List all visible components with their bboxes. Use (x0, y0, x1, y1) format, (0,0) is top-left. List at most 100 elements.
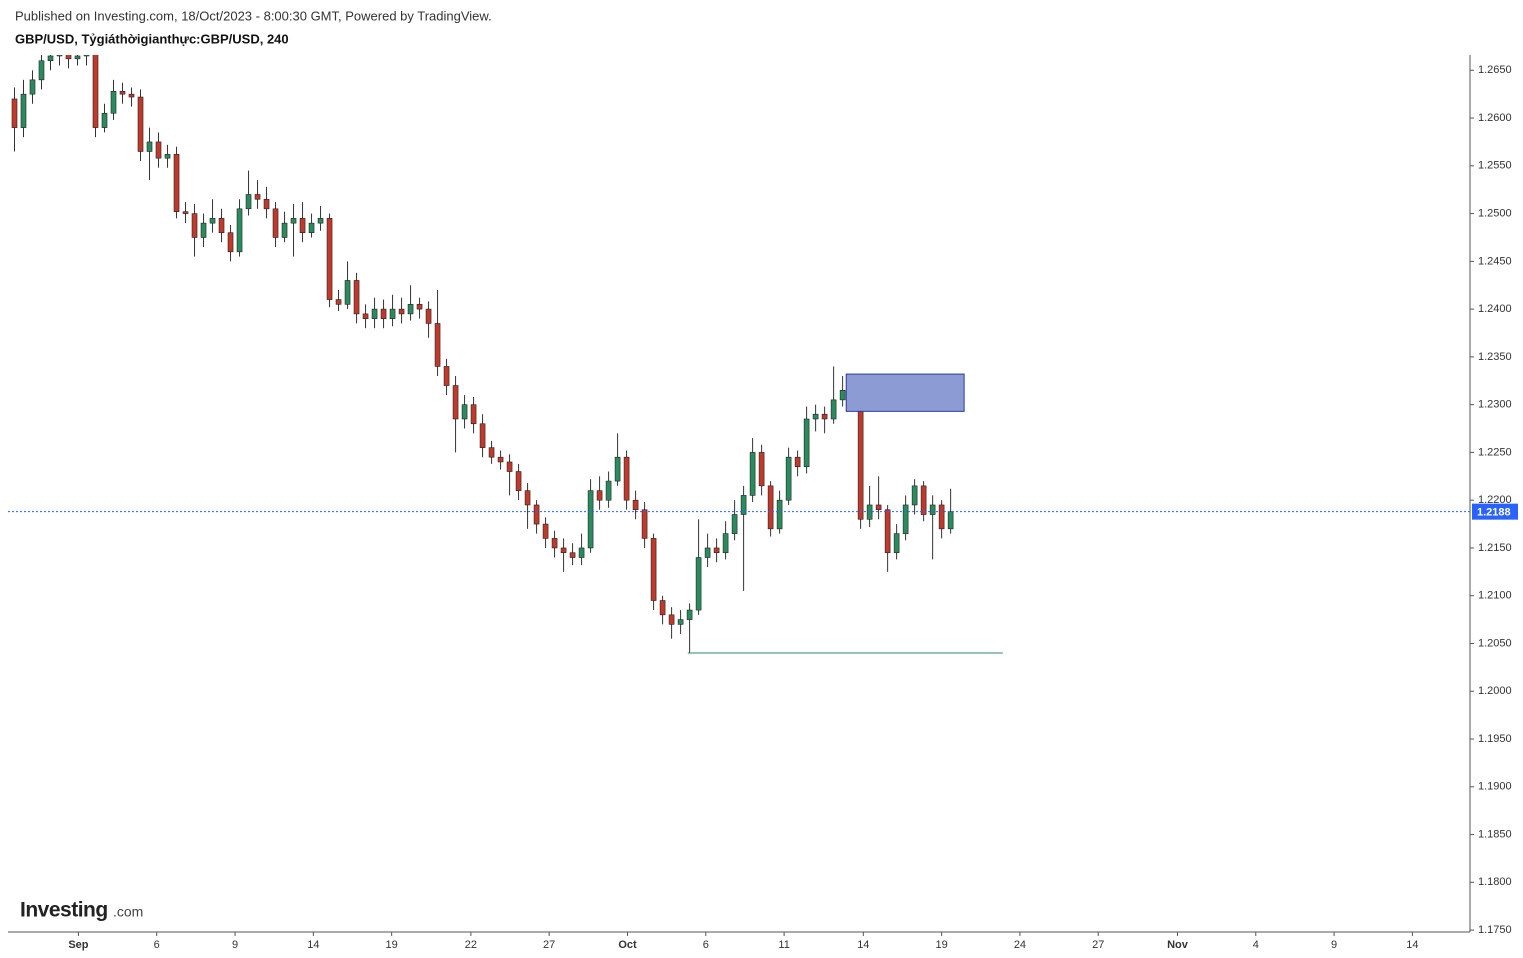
candle-body (263, 198, 270, 210)
candle-body (317, 218, 324, 224)
candle-body (560, 547, 567, 554)
candle-body (524, 490, 531, 506)
candle-body (200, 222, 207, 238)
x-tick-label: 14 (1406, 939, 1418, 951)
candle-body (236, 208, 243, 253)
candle-body (587, 490, 594, 549)
candle-body (821, 413, 828, 420)
candle-body (668, 614, 675, 625)
y-tick-label: 1.2300 (1478, 399, 1512, 411)
candle-body (92, 55, 99, 128)
candle-body (938, 504, 945, 530)
candle-body (605, 480, 612, 501)
plot (11, 55, 1003, 654)
candle-body (695, 557, 702, 611)
y-tick-label: 1.2350 (1478, 351, 1512, 363)
x-tick-label: Oct (618, 939, 637, 951)
candle-body (686, 609, 693, 620)
candle-body (479, 423, 486, 448)
candle-body (713, 547, 720, 554)
y-tick-label: 1.2650 (1478, 64, 1512, 76)
candle-body (533, 504, 540, 525)
candle-body (425, 308, 432, 324)
x-tick-label: 6 (703, 939, 709, 951)
candle-body (506, 461, 513, 472)
candle-body (758, 452, 765, 487)
candle-body (614, 456, 621, 482)
candle-body (497, 456, 504, 463)
candle-body (227, 232, 234, 253)
x-tick-label: Nov (1167, 939, 1189, 951)
candle-body (218, 218, 225, 233)
candle-body (461, 404, 468, 420)
candle-body (29, 79, 36, 95)
candle-body (299, 218, 306, 233)
y-tick-label: 1.2250 (1478, 446, 1512, 458)
x-tick-label: 11 (778, 939, 789, 951)
candle-body (920, 485, 927, 515)
x-tick-label: 22 (465, 939, 477, 951)
candle-body (56, 55, 63, 57)
candle-body (146, 141, 153, 152)
candle-body (191, 213, 198, 238)
x-tick-label: 19 (936, 939, 948, 951)
candle-body (209, 218, 216, 224)
y-tick-label: 1.2500 (1478, 207, 1512, 219)
last-price-label: 1.2188 (1477, 507, 1511, 519)
candle-body (110, 91, 117, 114)
candle-body (137, 96, 144, 152)
candle-body (11, 98, 18, 128)
candle-body (74, 55, 81, 60)
candle-body (281, 222, 288, 238)
candle-body (344, 280, 351, 305)
y-tick-label: 1.2100 (1478, 590, 1512, 602)
x-tick-label: 4 (1253, 939, 1259, 951)
candle-body (371, 308, 378, 319)
candle-body (380, 308, 387, 319)
candle-body (947, 511, 954, 530)
candle-body (20, 93, 27, 128)
candle-body (164, 154, 171, 159)
candle-body (65, 55, 72, 60)
candle-body (731, 514, 738, 534)
candle-body (776, 499, 783, 530)
y-tick-label: 1.2400 (1478, 303, 1512, 315)
x-tick-label: 14 (857, 939, 869, 951)
candle-body (542, 523, 549, 539)
logo: Investing (20, 899, 108, 922)
x-tick-label: 27 (543, 939, 555, 951)
candle-body (119, 91, 126, 95)
candle-body (38, 60, 45, 81)
candle-body (272, 208, 279, 238)
chart-title: GBP/USD, Tỷgiáthờigianthực:GBP/USD, 240 (15, 31, 289, 46)
candle-body (632, 499, 639, 511)
y-tick-label: 1.2050 (1478, 637, 1512, 649)
candle-body (623, 456, 630, 501)
y-tick-label: 1.2200 (1478, 494, 1512, 506)
candle-body (488, 447, 495, 458)
x-tick-label: 27 (1092, 939, 1104, 951)
candle-body (389, 308, 396, 319)
candle-body (740, 495, 747, 515)
candle-body (308, 222, 315, 233)
candle-body (884, 509, 891, 554)
candle-body (182, 211, 189, 214)
candle-body (794, 456, 801, 468)
y-tick-label: 1.2550 (1478, 160, 1512, 172)
candle-body (803, 418, 810, 468)
candle-body (452, 385, 459, 420)
y-tick-label: 1.1850 (1478, 828, 1512, 840)
candle-body (290, 218, 297, 224)
candle-body (641, 509, 648, 539)
candle-body (677, 619, 684, 625)
candle-body (407, 304, 414, 315)
candle-body (155, 141, 162, 159)
candle-body (254, 194, 261, 200)
candle-body (470, 404, 477, 425)
candle-body (902, 504, 909, 534)
candle-body (551, 538, 558, 549)
candle-body (812, 413, 819, 420)
candle-body (839, 390, 846, 401)
x-tick-label: 14 (307, 939, 319, 951)
